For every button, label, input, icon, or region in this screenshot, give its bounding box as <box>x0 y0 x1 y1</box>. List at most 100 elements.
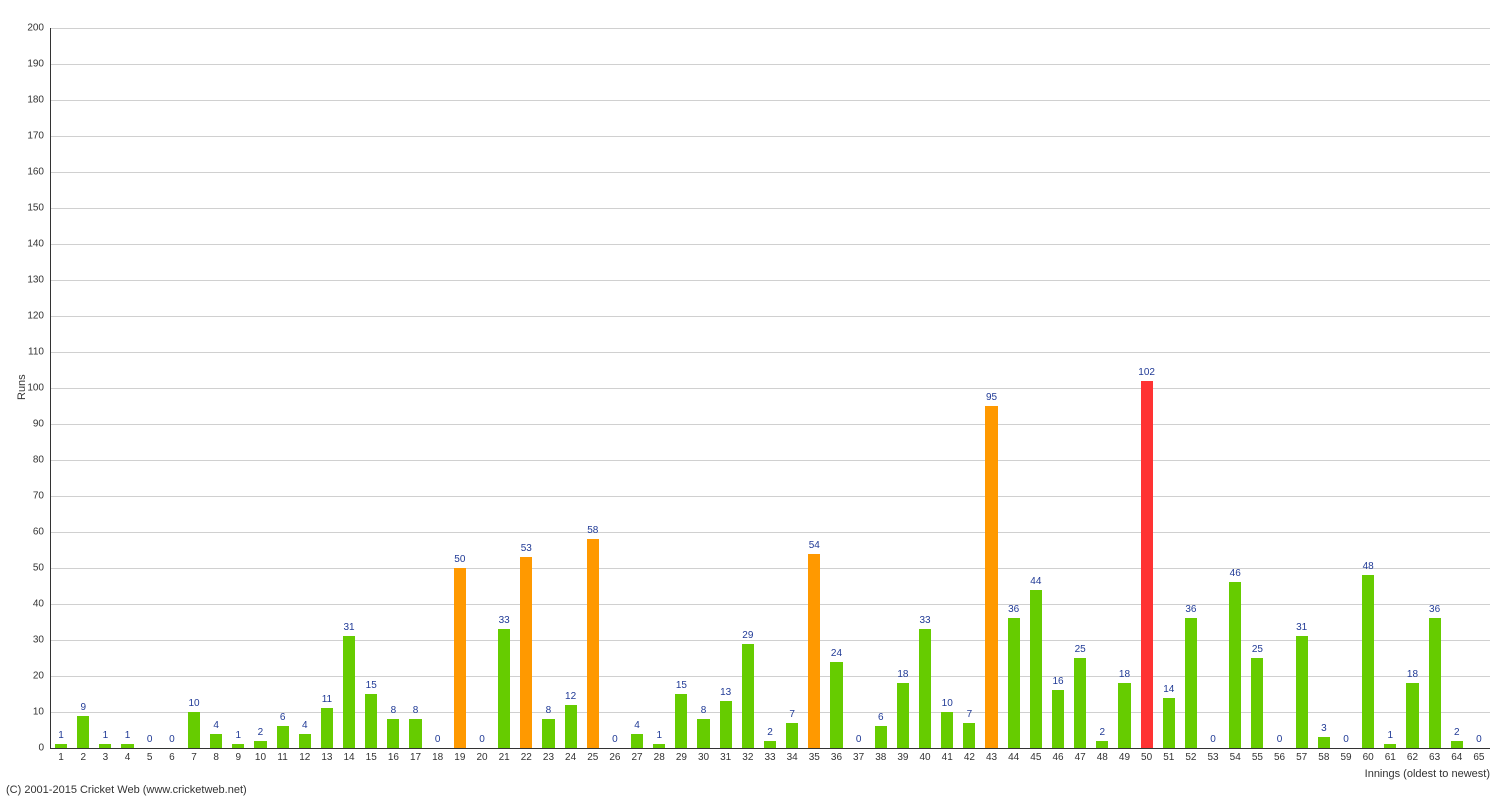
grid-line <box>50 676 1490 677</box>
bar-value-label: 0 <box>1343 734 1349 745</box>
grid-line <box>50 460 1490 461</box>
bar <box>808 554 820 748</box>
bar-value-label: 16 <box>1052 676 1063 687</box>
x-tick-label: 46 <box>1052 752 1063 763</box>
x-tick-label: 42 <box>964 752 975 763</box>
x-tick-label: 36 <box>831 752 842 763</box>
y-tick-label: 120 <box>27 311 44 322</box>
x-tick-label: 64 <box>1451 752 1462 763</box>
grid-line <box>50 424 1490 425</box>
x-tick-label: 14 <box>344 752 355 763</box>
bar <box>498 629 510 748</box>
y-tick-label: 170 <box>27 131 44 142</box>
grid-line <box>50 280 1490 281</box>
bar <box>188 712 200 748</box>
y-tick-label: 110 <box>28 347 44 358</box>
x-tick-label: 13 <box>321 752 332 763</box>
grid-line <box>50 568 1490 569</box>
x-tick-label: 15 <box>366 752 377 763</box>
bar <box>675 694 687 748</box>
y-tick-label: 160 <box>27 167 44 178</box>
bar-value-label: 10 <box>188 698 199 709</box>
bar <box>587 539 599 748</box>
x-tick-label: 19 <box>454 752 465 763</box>
x-tick-label: 26 <box>609 752 620 763</box>
bar <box>210 734 222 748</box>
y-tick-label: 200 <box>27 23 44 34</box>
bar-value-label: 1 <box>58 730 64 741</box>
x-tick-label: 17 <box>410 752 421 763</box>
bar <box>1318 737 1330 748</box>
grid-line <box>50 64 1490 65</box>
bar <box>1163 698 1175 748</box>
grid-line <box>50 316 1490 317</box>
y-tick-label: 10 <box>33 707 44 718</box>
grid-line <box>50 532 1490 533</box>
grid-line <box>50 496 1490 497</box>
bar-value-label: 2 <box>1454 727 1460 738</box>
bar <box>365 694 377 748</box>
bar <box>1185 618 1197 748</box>
bar <box>764 741 776 748</box>
x-tick-label: 55 <box>1252 752 1263 763</box>
grid-line <box>50 244 1490 245</box>
bar <box>1074 658 1086 748</box>
y-tick-label: 100 <box>27 383 44 394</box>
x-tick-label: 4 <box>125 752 131 763</box>
bar-value-label: 15 <box>366 680 377 691</box>
grid-line <box>50 712 1490 713</box>
bar-value-label: 4 <box>634 720 640 731</box>
x-tick-label: 43 <box>986 752 997 763</box>
bar-value-label: 1 <box>125 730 131 741</box>
bar <box>387 719 399 748</box>
x-tick-label: 23 <box>543 752 554 763</box>
bar <box>742 644 754 748</box>
x-tick-label: 5 <box>147 752 153 763</box>
bar-value-label: 25 <box>1252 644 1263 655</box>
x-tick-label: 63 <box>1429 752 1440 763</box>
x-tick-label: 45 <box>1030 752 1041 763</box>
x-tick-label: 61 <box>1385 752 1396 763</box>
bar-value-label: 0 <box>479 734 485 745</box>
x-tick-label: 34 <box>787 752 798 763</box>
bar-value-label: 11 <box>322 694 332 705</box>
bar <box>299 734 311 748</box>
bar-value-label: 50 <box>454 554 465 565</box>
bar-value-label: 18 <box>897 669 908 680</box>
x-tick-label: 65 <box>1473 752 1484 763</box>
bar <box>1118 683 1130 748</box>
bar-value-label: 8 <box>413 705 419 716</box>
y-tick-label: 150 <box>27 203 44 214</box>
x-tick-label: 37 <box>853 752 864 763</box>
bar <box>830 662 842 748</box>
x-tick-label: 31 <box>720 752 731 763</box>
bar-value-label: 18 <box>1119 669 1130 680</box>
bar <box>1451 741 1463 748</box>
bar <box>897 683 909 748</box>
x-tick-label: 22 <box>521 752 532 763</box>
bar-value-label: 36 <box>1429 604 1440 615</box>
x-tick-label: 52 <box>1185 752 1196 763</box>
x-tick-label: 40 <box>920 752 931 763</box>
x-tick-label: 10 <box>255 752 266 763</box>
bar <box>77 716 89 748</box>
bar-value-label: 2 <box>767 727 773 738</box>
y-tick-label: 90 <box>33 419 44 430</box>
bar <box>1251 658 1263 748</box>
grid-line <box>50 640 1490 641</box>
bar <box>409 719 421 748</box>
bar <box>520 557 532 748</box>
bar-value-label: 0 <box>435 734 441 745</box>
y-tick-label: 60 <box>33 527 44 538</box>
x-tick-label: 2 <box>80 752 86 763</box>
bar-value-label: 53 <box>521 543 532 554</box>
x-axis-label: Innings (oldest to newest) <box>1365 768 1490 780</box>
bar-value-label: 3 <box>1321 723 1327 734</box>
bar <box>565 705 577 748</box>
bar <box>1052 690 1064 748</box>
bar-value-label: 6 <box>280 712 286 723</box>
x-tick-label: 6 <box>169 752 175 763</box>
bar <box>1141 381 1153 748</box>
bar <box>1008 618 1020 748</box>
copyright-text: (C) 2001-2015 Cricket Web (www.cricketwe… <box>6 784 247 796</box>
